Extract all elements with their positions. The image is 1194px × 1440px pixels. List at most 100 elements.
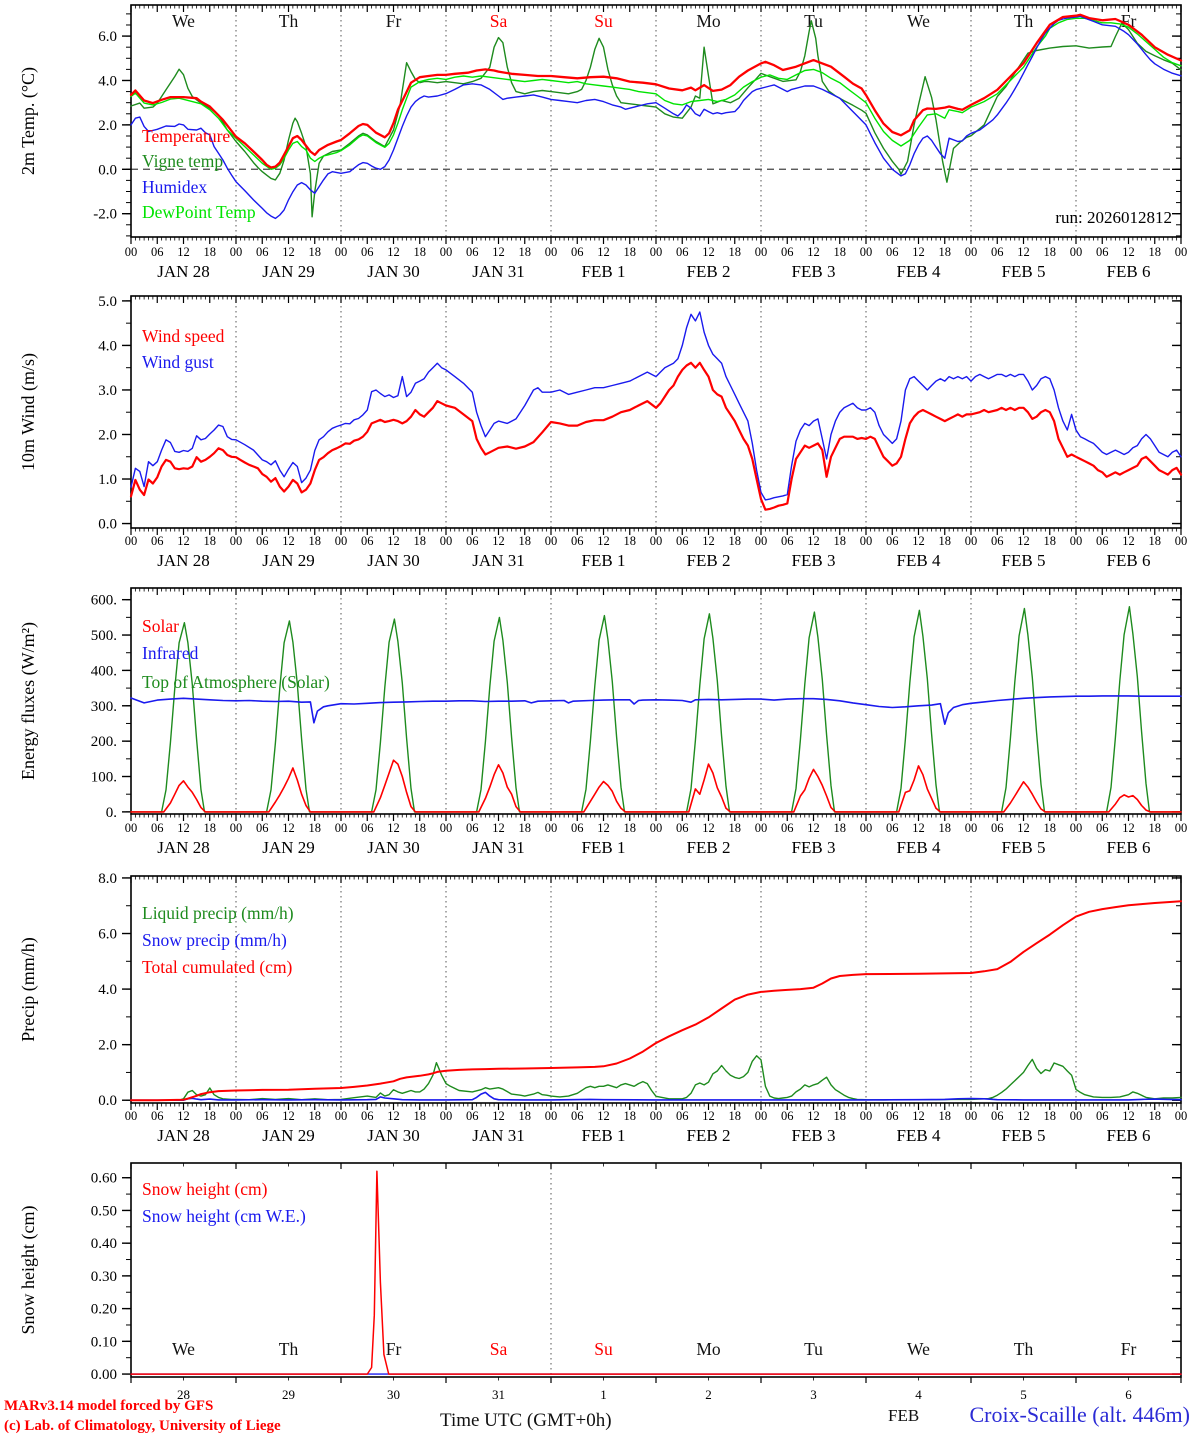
- svg-text:00: 00: [545, 1109, 558, 1123]
- svg-text:00: 00: [335, 821, 348, 835]
- svg-text:100.: 100.: [91, 770, 117, 786]
- panel-precip: 0.0 2.0 4.0 6.0 8.0 00 06 12 18 00 06 12 18 00 06 12 18 0…: [18, 871, 1187, 1145]
- svg-text:FEB 6: FEB 6: [1107, 262, 1151, 281]
- svg-text:18: 18: [624, 245, 637, 259]
- svg-text:Wind gust: Wind gust: [142, 352, 214, 372]
- svg-text:12: 12: [807, 821, 820, 835]
- panel-wind: 0.0 1.0 2.0 3.0 4.0 5.0 00 06 12 18 00 06 12 18 00 06 12…: [18, 294, 1187, 570]
- svg-text:18: 18: [729, 245, 742, 259]
- svg-text:00: 00: [125, 245, 138, 259]
- svg-text:JAN 31: JAN 31: [472, 262, 524, 281]
- svg-text:5.0: 5.0: [98, 294, 117, 310]
- svg-text:18: 18: [204, 1109, 217, 1123]
- svg-text:FEB 1: FEB 1: [582, 551, 626, 570]
- svg-text:00: 00: [755, 1109, 768, 1123]
- svg-text:Temperature: Temperature: [142, 126, 230, 146]
- svg-text:JAN 31: JAN 31: [472, 838, 524, 857]
- svg-text:12: 12: [912, 245, 925, 259]
- svg-text:18: 18: [834, 245, 847, 259]
- svg-text:18: 18: [1044, 1109, 1057, 1123]
- svg-text:2.0: 2.0: [98, 427, 117, 443]
- svg-text:31: 31: [492, 1387, 505, 1402]
- svg-text:Fr: Fr: [386, 11, 402, 31]
- svg-text:Su: Su: [594, 1339, 613, 1359]
- svg-text:06: 06: [151, 534, 164, 548]
- series-wind_speed: [129, 361, 1183, 511]
- svg-text:06: 06: [571, 821, 584, 835]
- svg-text:FEB 1: FEB 1: [582, 262, 626, 281]
- svg-text:12: 12: [702, 821, 715, 835]
- svg-text:JAN 29: JAN 29: [262, 262, 314, 281]
- svg-text:Top of Atmosphere (Solar): Top of Atmosphere (Solar): [142, 672, 330, 692]
- svg-text:06: 06: [781, 245, 794, 259]
- model-credit-line: MARv3.14 model forced by GFS: [4, 1398, 214, 1414]
- svg-text:JAN 31: JAN 31: [472, 551, 524, 570]
- svg-text:12: 12: [387, 821, 400, 835]
- svg-text:4.0: 4.0: [98, 982, 117, 998]
- svg-text:12: 12: [177, 1109, 190, 1123]
- svg-text:06: 06: [361, 821, 374, 835]
- svg-text:06: 06: [991, 534, 1004, 548]
- svg-text:6: 6: [1125, 1387, 1132, 1402]
- svg-text:0.50: 0.50: [91, 1203, 117, 1219]
- svg-text:00: 00: [1175, 1109, 1188, 1123]
- svg-text:Humidex: Humidex: [142, 177, 207, 197]
- svg-text:18: 18: [519, 821, 532, 835]
- svg-text:06: 06: [466, 245, 479, 259]
- svg-text:12: 12: [807, 245, 820, 259]
- svg-text:18: 18: [624, 821, 637, 835]
- svg-text:12: 12: [702, 1109, 715, 1123]
- svg-text:18: 18: [519, 1109, 532, 1123]
- svg-text:12: 12: [702, 534, 715, 548]
- svg-text:12: 12: [807, 1109, 820, 1123]
- svg-text:12: 12: [912, 1109, 925, 1123]
- svg-text:FEB 3: FEB 3: [792, 551, 836, 570]
- svg-text:06: 06: [676, 534, 689, 548]
- svg-text:06: 06: [466, 1109, 479, 1123]
- svg-text:18: 18: [309, 821, 322, 835]
- svg-text:DewPoint Temp: DewPoint Temp: [142, 202, 256, 222]
- svg-text:Th: Th: [1014, 11, 1034, 31]
- svg-text:00: 00: [1070, 534, 1083, 548]
- svg-text:Total cumulated (cm): Total cumulated (cm): [142, 957, 293, 977]
- svg-text:JAN 29: JAN 29: [262, 1126, 314, 1145]
- series-infrared: [130, 695, 1182, 726]
- svg-text:00: 00: [755, 821, 768, 835]
- svg-text:5: 5: [1020, 1387, 1027, 1402]
- svg-text:FEB 1: FEB 1: [582, 1126, 626, 1145]
- svg-text:00: 00: [1070, 1109, 1083, 1123]
- svg-text:12: 12: [597, 821, 610, 835]
- svg-text:00: 00: [965, 821, 978, 835]
- svg-text:12: 12: [282, 534, 295, 548]
- series-humidex: [130, 15, 1182, 220]
- svg-text:10m Wind (m/s): 10m Wind (m/s): [18, 353, 39, 471]
- svg-text:06: 06: [571, 245, 584, 259]
- svg-text:12: 12: [1122, 534, 1135, 548]
- svg-text:06: 06: [991, 245, 1004, 259]
- svg-text:00: 00: [440, 821, 453, 835]
- svg-text:4.0: 4.0: [98, 338, 117, 354]
- svg-text:12: 12: [492, 821, 505, 835]
- svg-text:06: 06: [886, 534, 899, 548]
- svg-text:6.0: 6.0: [98, 927, 117, 943]
- svg-text:12: 12: [807, 534, 820, 548]
- svg-text:00: 00: [755, 534, 768, 548]
- svg-text:18: 18: [834, 1109, 847, 1123]
- panel-flux: 0. 100. 200. 300. 400. 500. 600. 00 06 12 18 00 06 12…: [18, 587, 1187, 857]
- svg-text:Snow height (cm W.E.): Snow height (cm W.E.): [142, 1206, 306, 1226]
- svg-text:06: 06: [676, 821, 689, 835]
- run-label: run: 2026012812: [1055, 208, 1172, 227]
- svg-text:18: 18: [624, 534, 637, 548]
- svg-text:Th: Th: [279, 1339, 299, 1359]
- svg-text:00: 00: [755, 245, 768, 259]
- svg-text:1.0: 1.0: [98, 472, 117, 488]
- svg-text:00: 00: [650, 534, 663, 548]
- svg-text:00: 00: [230, 534, 243, 548]
- svg-text:18: 18: [1149, 534, 1162, 548]
- svg-text:12: 12: [1017, 534, 1030, 548]
- svg-text:We: We: [907, 11, 930, 31]
- svg-text:Tu: Tu: [804, 1339, 823, 1359]
- svg-text:Th: Th: [1014, 1339, 1034, 1359]
- svg-text:00: 00: [230, 245, 243, 259]
